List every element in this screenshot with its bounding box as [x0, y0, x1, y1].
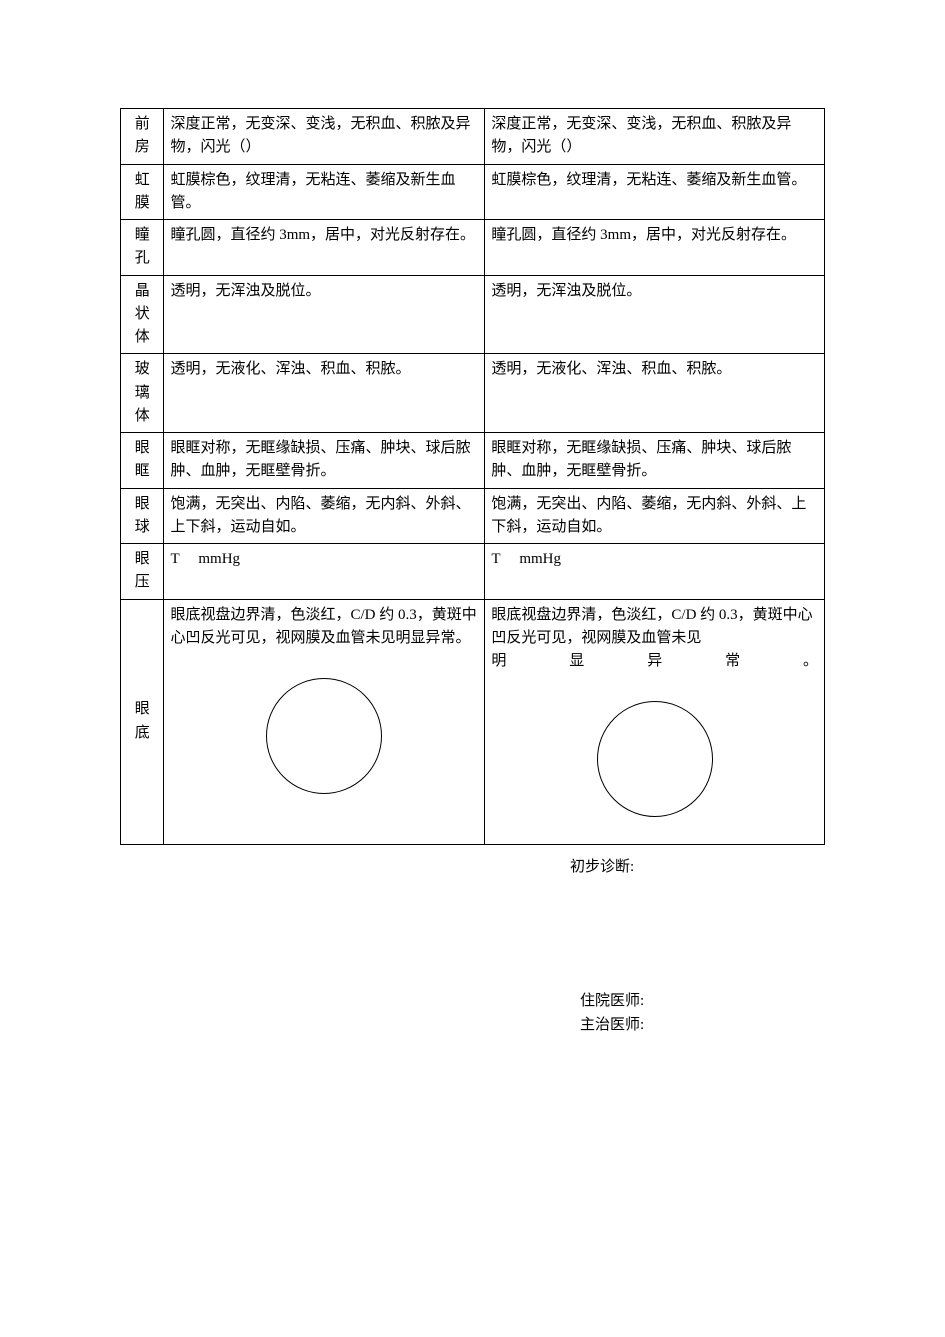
row-left: T mmHg: [164, 544, 485, 600]
attending-physician: 主治医师:: [580, 1013, 825, 1037]
row-right: T mmHg: [485, 544, 825, 600]
circle-icon: [266, 678, 382, 794]
row-label: 晶状体: [121, 275, 164, 354]
table-row: 前房 深度正常，无变深、变浅，无积血、积脓及异物，闪光（） 深度正常，无变深、变…: [121, 109, 825, 165]
page: 前房 深度正常，无变深、变浅，无积血、积脓及异物，闪光（） 深度正常，无变深、变…: [0, 0, 945, 1037]
fundus-left: 眼底视盘边界清，色淡红，C/D 约 0.3，黄斑中心凹反光可见，视网膜及血管未见…: [164, 599, 485, 844]
fundus-row: 眼底 眼底视盘边界清，色淡红，C/D 约 0.3，黄斑中心凹反光可见，视网膜及血…: [121, 599, 825, 844]
row-left: 深度正常，无变深、变浅，无积血、积脓及异物，闪光（）: [164, 109, 485, 165]
table-row: 眼球 饱满，无突出、内陷、萎缩，无内斜、外斜、上下斜，运动自如。 饱满，无突出、…: [121, 488, 825, 544]
fundus-left-text: 眼底视盘边界清，色淡红，C/D 约 0.3，黄斑中心凹反光可见，视网膜及血管未见…: [170, 604, 478, 651]
row-left: 眼眶对称，无眶缘缺损、压痛、肿块、球后脓肿、血肿，无眶壁骨折。: [164, 433, 485, 489]
fundus-label: 眼底: [121, 599, 164, 844]
signature-block: 住院医师: 主治医师:: [120, 989, 825, 1037]
row-right: 透明，无浑浊及脱位。: [485, 275, 825, 354]
row-left: 虹膜棕色，纹理清，无粘连、萎缩及新生血管。: [164, 164, 485, 220]
row-label: 玻璃体: [121, 354, 164, 433]
exam-table: 前房 深度正常，无变深、变浅，无积血、积脓及异物，闪光（） 深度正常，无变深、变…: [120, 108, 825, 845]
row-right: 眼眶对称，无眶缘缺损、压痛、肿块、球后脓肿、血肿，无眶壁骨折。: [485, 433, 825, 489]
row-left: 瞳孔圆，直径约 3mm，居中，对光反射存在。: [164, 220, 485, 276]
resident-physician: 住院医师:: [580, 989, 825, 1013]
table-row: 玻璃体 透明，无液化、浑浊、积血、积脓。 透明，无液化、浑浊、积血、积脓。: [121, 354, 825, 433]
row-label: 虹膜: [121, 164, 164, 220]
table-row: 虹膜 虹膜棕色，纹理清，无粘连、萎缩及新生血管。 虹膜棕色，纹理清，无粘连、萎缩…: [121, 164, 825, 220]
table-row: 瞳孔 瞳孔圆，直径约 3mm，居中，对光反射存在。 瞳孔圆，直径约 3mm，居中…: [121, 220, 825, 276]
row-left: 透明，无浑浊及脱位。: [164, 275, 485, 354]
fundus-right-circle-wrap: [491, 701, 818, 817]
fundus-right-prefix: 眼底视盘边界清，色淡红，C/D 约 0.3，黄斑中心凹反光可见，视网膜及血管未见: [491, 607, 812, 646]
table-body: 前房 深度正常，无变深、变浅，无积血、积脓及异物，闪光（） 深度正常，无变深、变…: [121, 109, 825, 845]
row-label: 眼球: [121, 488, 164, 544]
row-label: 眼眶: [121, 433, 164, 489]
row-label: 瞳孔: [121, 220, 164, 276]
fundus-right: 眼底视盘边界清，色淡红，C/D 约 0.3，黄斑中心凹反光可见，视网膜及血管未见…: [485, 599, 825, 844]
table-row: 晶状体 透明，无浑浊及脱位。 透明，无浑浊及脱位。: [121, 275, 825, 354]
circle-icon: [597, 701, 713, 817]
row-right: 深度正常，无变深、变浅，无积血、积脓及异物，闪光（）: [485, 109, 825, 165]
fundus-right-lastline: 明 显 异 常 。: [491, 650, 818, 673]
row-right: 瞳孔圆，直径约 3mm，居中，对光反射存在。: [485, 220, 825, 276]
row-label: 眼压: [121, 544, 164, 600]
row-right: 透明，无液化、浑浊、积血、积脓。: [485, 354, 825, 433]
table-row: 眼压 T mmHg T mmHg: [121, 544, 825, 600]
fundus-left-circle-wrap: [170, 678, 478, 794]
row-label: 前房: [121, 109, 164, 165]
row-right: 饱满，无突出、内陷、萎缩，无内斜、外斜、上下斜，运动自如。: [485, 488, 825, 544]
table-row: 眼眶 眼眶对称，无眶缘缺损、压痛、肿块、球后脓肿、血肿，无眶壁骨折。 眼眶对称，…: [121, 433, 825, 489]
row-left: 饱满，无突出、内陷、萎缩，无内斜、外斜、上下斜，运动自如。: [164, 488, 485, 544]
preliminary-diagnosis: 初步诊断:: [120, 855, 825, 879]
row-left: 透明，无液化、浑浊、积血、积脓。: [164, 354, 485, 433]
row-right: 虹膜棕色，纹理清，无粘连、萎缩及新生血管。: [485, 164, 825, 220]
fundus-right-text: 眼底视盘边界清，色淡红，C/D 约 0.3，黄斑中心凹反光可见，视网膜及血管未见…: [491, 604, 818, 674]
